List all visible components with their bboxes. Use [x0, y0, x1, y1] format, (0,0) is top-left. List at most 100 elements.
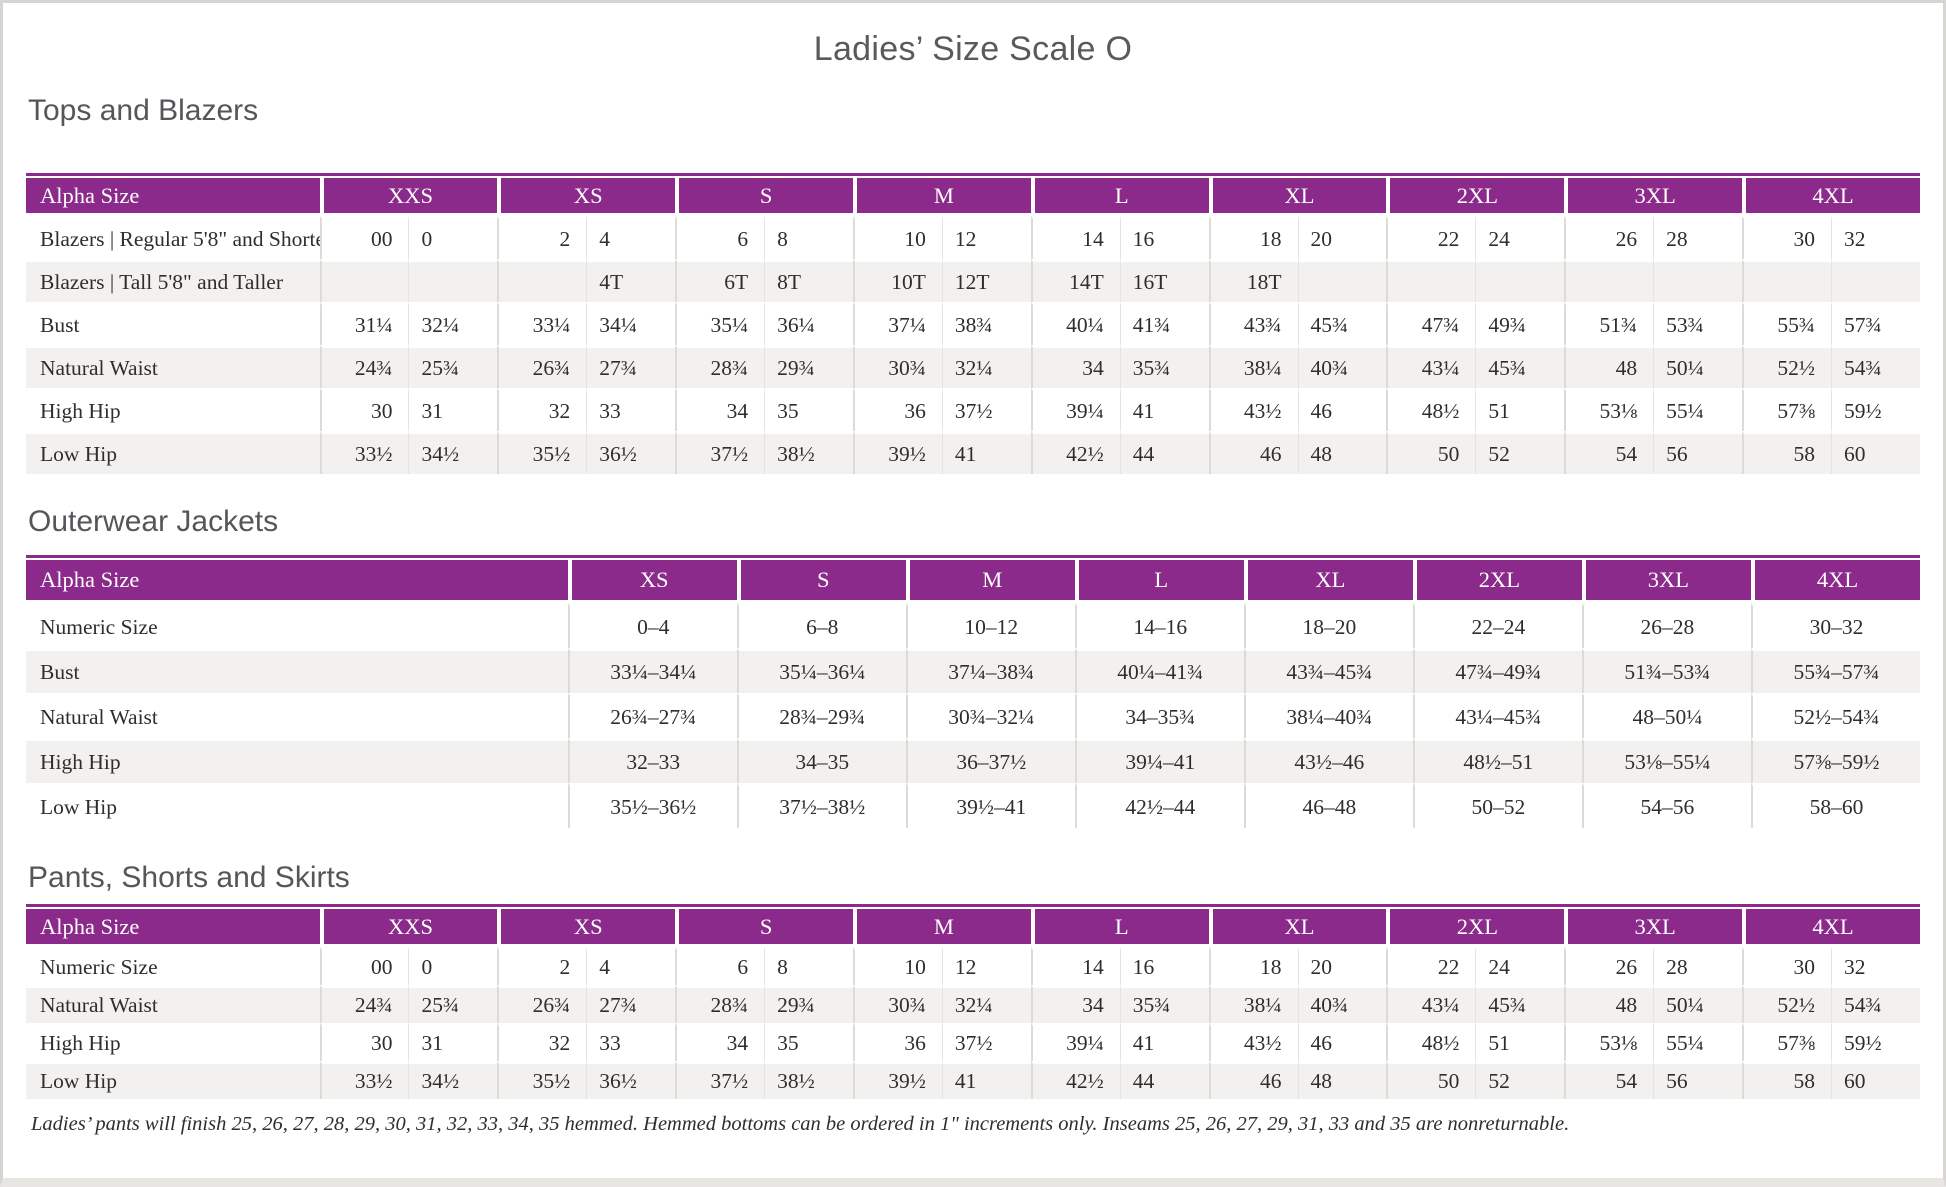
cell: 28¾: [675, 985, 765, 1023]
cell: 49¾: [1475, 302, 1565, 345]
column-header-m: M: [853, 176, 1031, 216]
cell: 41: [1119, 388, 1209, 431]
column-header-4xl: 4XL: [1750, 558, 1920, 603]
table-row: Low Hip 33½ 34½ 35½ 36½ 37½ 38½ 39½ 41 42½ 44 46 48 5…: [26, 1061, 1920, 1099]
column-header-4xl: 4XL: [1742, 907, 1920, 947]
cell: 55¾: [1742, 302, 1831, 345]
size-table-outerwear: Alpha Size XS S M L XL 2XL 3XL 4XL Numeric Size 0–…: [26, 555, 1920, 828]
cell: 34¼: [586, 302, 676, 345]
cell: 30–32: [1750, 603, 1920, 648]
column-header-l: L: [1074, 558, 1244, 603]
cell: 46: [1297, 388, 1387, 431]
cell: 28: [1653, 947, 1743, 985]
cell: 8T: [764, 259, 854, 302]
row-label: Low Hip: [26, 431, 320, 474]
table-row: Blazers | Regular 5'8" and Shorter 00 0 2 4 6…: [26, 216, 1920, 259]
cell: 58: [1742, 431, 1831, 474]
cell: 51: [1475, 388, 1565, 431]
cell: 26¾–27¾: [567, 693, 737, 738]
cell: 35½: [497, 431, 587, 474]
cell: 57¾: [1830, 302, 1920, 345]
cell: 41¾: [1119, 302, 1209, 345]
cell: 38¼: [1208, 345, 1298, 388]
cell: 6: [675, 947, 765, 985]
cell: [319, 259, 409, 302]
cell: 35¾: [1119, 985, 1209, 1023]
column-header-xxs: XXS: [319, 907, 498, 947]
column-header-l: L: [1030, 176, 1209, 216]
cell: 59½: [1830, 1023, 1920, 1061]
cell: 48½: [1386, 1023, 1476, 1061]
cell: 50: [1386, 1061, 1476, 1099]
column-header-label: Alpha Size: [26, 176, 320, 216]
cell: 35¼: [675, 302, 765, 345]
cell: 41: [941, 1061, 1031, 1099]
table-row: Numeric Size 0–4 6–8 10–12 14–16 18–20 22–24 26…: [26, 603, 1920, 648]
cell: 8: [764, 216, 854, 259]
cell: 10–12: [905, 603, 1075, 648]
cell: 32¼: [941, 345, 1031, 388]
column-header-label: Alpha Size: [26, 558, 568, 603]
cell: 50–52: [1412, 783, 1582, 828]
cell: 43¼: [1386, 985, 1476, 1023]
cell: 50¼: [1653, 985, 1743, 1023]
footnote: Ladies’ pants will finish 25, 26, 27, 28…: [31, 1113, 1570, 1135]
cell: 4T: [586, 259, 676, 302]
cell: 54–56: [1581, 783, 1751, 828]
cell: 54¾: [1830, 345, 1920, 388]
cell: 47¾–49¾: [1412, 648, 1582, 693]
page-title: Ladies’ Size Scale O: [813, 30, 1133, 68]
cell: 32: [497, 1023, 587, 1061]
cell: 8: [764, 947, 854, 985]
cell: 31: [408, 1023, 498, 1061]
cell: 55¾–57¾: [1750, 648, 1920, 693]
cell: 18: [1208, 216, 1298, 259]
cell: 36: [853, 388, 942, 431]
cell: 43¾–45¾: [1243, 648, 1413, 693]
section-heading-tops-blazers: Tops and Blazers: [28, 94, 259, 127]
cell: 54: [1564, 1061, 1654, 1099]
cell: 30: [1742, 947, 1831, 985]
cell: 37½–38½: [736, 783, 906, 828]
cell: 26–28: [1581, 603, 1751, 648]
cell: 30¾–32¼: [905, 693, 1075, 738]
cell: 51: [1475, 1023, 1565, 1061]
cell: 55¼: [1653, 388, 1743, 431]
column-header-s: S: [736, 558, 906, 603]
cell: 36–37½: [905, 738, 1075, 783]
cell: 33¼–34¼: [567, 648, 737, 693]
cell: 28: [1653, 216, 1743, 259]
cell: 52½: [1742, 345, 1831, 388]
cell: [1742, 259, 1831, 302]
cell: [1297, 259, 1387, 302]
cell: 37¼–38¾: [905, 648, 1075, 693]
cell: 32¼: [408, 302, 498, 345]
cell: 46–48: [1243, 783, 1413, 828]
cell: 18T: [1208, 259, 1298, 302]
cell: 22: [1386, 947, 1476, 985]
cell: 45¾: [1475, 345, 1565, 388]
section-tops-blazers: Tops and Blazers Alpha Size XXS XS S M L XL 2XL 3…: [26, 93, 1920, 474]
cell: 56: [1653, 1061, 1743, 1099]
row-label: Natural Waist: [26, 985, 320, 1023]
cell: 34½: [408, 1061, 498, 1099]
cell: [1830, 259, 1920, 302]
column-header-m: M: [905, 558, 1075, 603]
cell: 27¾: [586, 345, 676, 388]
row-label: Blazers | Regular 5'8" and Shorter: [26, 216, 320, 259]
cell: 32: [1830, 947, 1920, 985]
column-header-s: S: [675, 907, 854, 947]
cell: 44: [1119, 431, 1209, 474]
cell: 54: [1564, 431, 1654, 474]
cell: 24: [1475, 216, 1565, 259]
cell: 00: [319, 947, 409, 985]
section-pants: Pants, Shorts and Skirts Alpha Size XXS XS S…: [26, 860, 1920, 1099]
cell: 27¾: [586, 985, 676, 1023]
cell: 29¾: [764, 985, 854, 1023]
cell: 40¼–41¾: [1074, 648, 1244, 693]
row-label: Low Hip: [26, 783, 568, 828]
cell: 37½: [675, 431, 765, 474]
cell: 56: [1653, 431, 1743, 474]
cell: 6–8: [736, 603, 906, 648]
cell: 33: [586, 1023, 676, 1061]
